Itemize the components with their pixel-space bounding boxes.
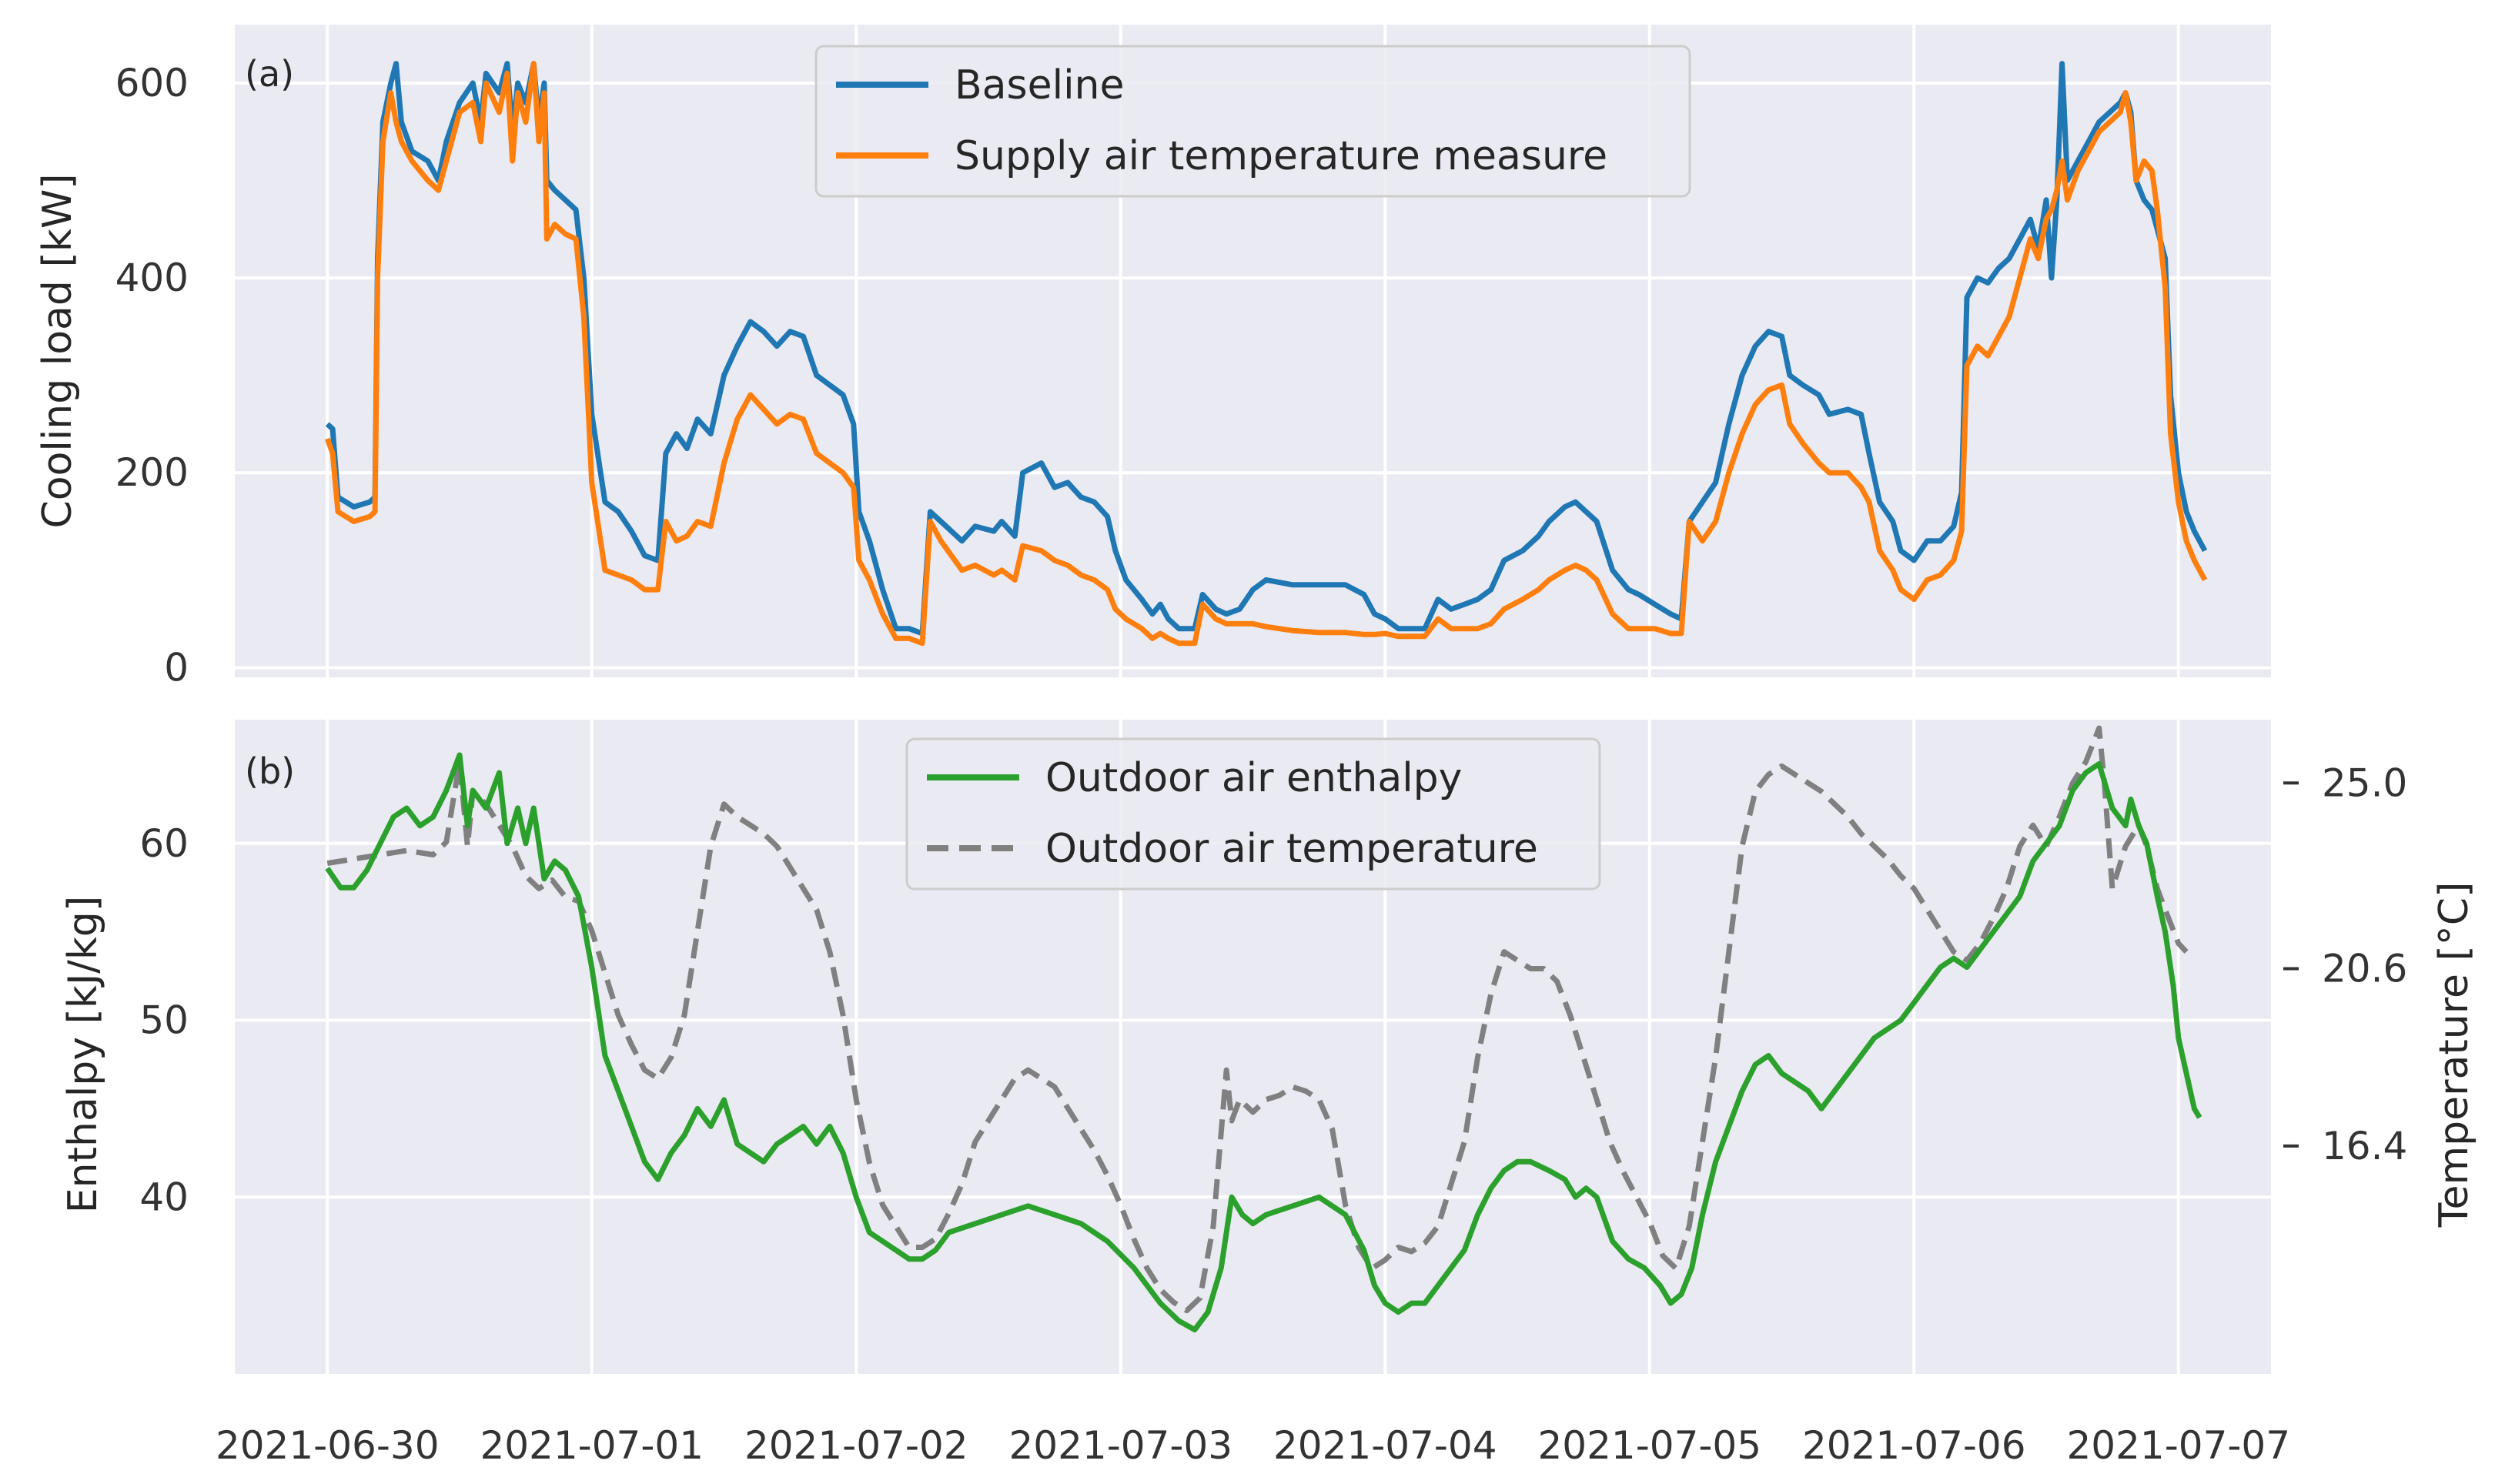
x-tick-label: 2021-07-06: [1802, 1423, 2026, 1468]
y2-tick-label: 20.6: [2322, 947, 2407, 991]
panel-b-right-ylabel: Temperature [°C]: [2431, 882, 2477, 1228]
panel-b-right-ticks: 16.4 20.6 25.0: [2283, 760, 2407, 1168]
panel-a-ticks: 0 200 400 600: [115, 61, 189, 690]
x-tick-label: 2021-07-05: [1537, 1423, 1761, 1468]
panel-b-ticks: 40 50 60: [139, 821, 189, 1219]
panel-a-legend: Baseline Supply air temperature measure: [814, 45, 1691, 198]
panel-b-enthalpy: 40 50 60 16.4 20.6 25.0 (b) Enthalpy [kJ/kg]…: [60, 720, 2477, 1374]
series-outdoor-enthalpy-line: [325, 752, 2202, 1333]
x-tick-label: 2021-07-03: [1008, 1423, 1232, 1468]
y-tick-label: 40: [139, 1175, 189, 1219]
y-tick-label: 600: [115, 61, 189, 105]
legend-label: Outdoor air temperature: [1045, 826, 1538, 872]
series-supply-air-line: [324, 61, 2208, 647]
y2-tick-label: 25.0: [2322, 760, 2407, 805]
x-tick-label: 2021-07-07: [2066, 1423, 2290, 1468]
y-tick-label: 60: [139, 821, 189, 866]
x-tick-label: 2021-06-30: [216, 1423, 440, 1468]
y-tick-label: 400: [115, 256, 189, 300]
panel-a-cooling-load: 0 200 400 600 (a) Cooling load [kW] Baselin…: [35, 25, 2271, 690]
x-tick-label: 2021-07-04: [1273, 1423, 1497, 1468]
panel-b-series: [325, 725, 2202, 1333]
legend-label: Supply air temperature measure: [955, 133, 1607, 179]
y-tick-label: 0: [164, 645, 189, 690]
legend-label: Baseline: [955, 62, 1124, 109]
y-tick-label: 200: [115, 450, 189, 495]
x-tick-label: 2021-07-02: [744, 1423, 968, 1468]
legend-box: [905, 737, 1601, 891]
x-axis-tick-labels: 2021-06-30 2021-07-01 2021-07-02 2021-07-03…: [216, 1423, 2290, 1468]
y2-tick-label: 16.4: [2322, 1124, 2407, 1168]
series-outdoor-temperature-line: [326, 725, 2189, 1314]
panel-a-series: [324, 61, 2208, 647]
legend-label: Outdoor air enthalpy: [1045, 755, 1462, 801]
legend-box: [814, 45, 1691, 198]
panel-b-tag: (b): [245, 750, 295, 792]
panel-b-ylabel: Enthalpy [kJ/kg]: [60, 896, 106, 1213]
y-tick-label: 50: [139, 998, 189, 1043]
series-baseline-line: [325, 61, 2208, 637]
panel-a-ylabel: Cooling load [kW]: [35, 173, 81, 528]
x-tick-label: 2021-07-01: [480, 1423, 704, 1468]
panel-a-tag: (a): [245, 53, 294, 95]
panel-b-legend: Outdoor air enthalpy Outdoor air temperat…: [905, 737, 1601, 891]
